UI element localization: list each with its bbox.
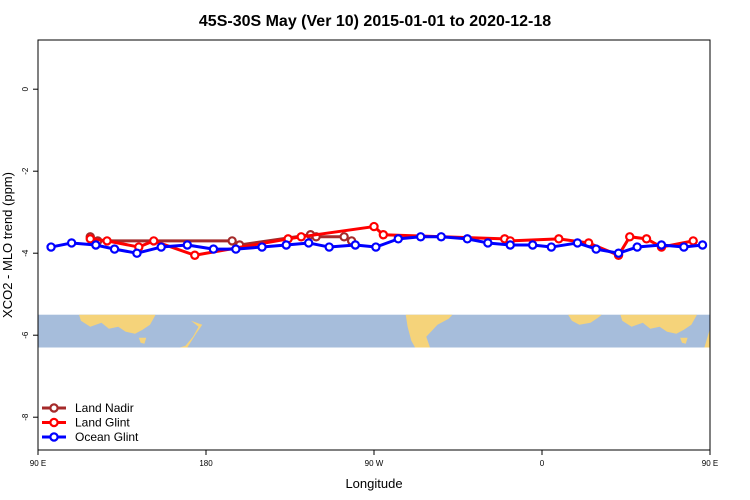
series-2-point-10	[281, 240, 291, 250]
series-2-point-11	[303, 238, 314, 248]
series-2-point-20	[505, 240, 515, 250]
series-0-point-6	[339, 232, 349, 242]
y-tick-label-1: -2	[21, 167, 30, 175]
series-2-point-2	[91, 240, 101, 250]
series-2-point-27	[656, 240, 667, 250]
x-tick-label-3: 0	[540, 459, 545, 468]
series-2-point-18	[462, 234, 473, 244]
landmass-6	[680, 337, 688, 344]
series-2-point-28	[679, 242, 689, 252]
series-2-point-15	[393, 234, 403, 244]
y-tick-label-2: -4	[21, 249, 30, 257]
x-tick-label-4: 90 E	[702, 459, 718, 468]
landmass-7	[704, 328, 710, 348]
x-axis: 90 E 180 90 W 0 90 E	[30, 450, 718, 468]
series-2-point-13	[350, 240, 361, 250]
y-tick-label-3: -6	[21, 331, 30, 339]
landmass-5	[620, 314, 697, 334]
y-axis-label: XCO2 - MLO trend (ppm)	[0, 172, 15, 318]
landmass-4	[568, 314, 602, 325]
series-1-point-4	[190, 250, 200, 260]
series-2-point-23	[572, 238, 583, 248]
series-2-point-25	[613, 248, 624, 258]
world-map-strip	[38, 314, 710, 348]
legend-marker-1	[49, 417, 59, 428]
series-1-point-0	[85, 234, 95, 244]
series-2-point-21	[527, 240, 538, 250]
series-1-point-14	[625, 232, 635, 242]
legend-label-2: Ocean Glint	[75, 430, 139, 444]
chart-title: 45S-30S May (Ver 10) 2015-01-01 to 2020-…	[199, 13, 551, 30]
series-2-point-9	[257, 242, 267, 252]
x-tick-label-2: 90 W	[365, 459, 384, 468]
series-2-point-8	[231, 244, 241, 254]
series-1-point-8	[378, 230, 389, 240]
landmass-0	[79, 314, 156, 334]
landmass-3	[405, 314, 453, 348]
series-2-point-26	[632, 242, 642, 252]
series-2-point-14	[371, 242, 381, 252]
series-1-point-1	[102, 236, 112, 246]
series-1-point-17	[688, 236, 698, 246]
legend-label-1: Land Glint	[75, 416, 130, 430]
series-2-point-1	[66, 238, 77, 248]
series-1-point-6	[296, 232, 306, 242]
series-2-point-6	[182, 240, 193, 250]
series-1-point-7	[369, 221, 379, 232]
series-0-point-2	[227, 236, 237, 246]
series-2-point-5	[156, 242, 166, 252]
series-2-point-0	[46, 242, 56, 252]
x-axis-label: Longitude	[345, 476, 402, 491]
series-2-point-22	[546, 242, 557, 252]
series-2-point-3	[109, 244, 120, 254]
series-1-point-3	[149, 236, 159, 246]
series-1-point-15	[641, 234, 652, 244]
series-2-point-7	[208, 244, 219, 254]
series-2-point-17	[436, 232, 446, 242]
y-tick-label-4: -8	[21, 413, 30, 421]
y-axis: 0 -2 -4 -6 -8	[21, 86, 38, 421]
legend-label-0: Land Nadir	[75, 401, 134, 415]
x-tick-label-0: 90 E	[30, 459, 46, 468]
series-2-point-24	[591, 244, 601, 254]
series-2	[46, 232, 708, 258]
series-2-point-4	[132, 248, 142, 258]
series-2-point-19	[483, 238, 493, 248]
landmass-1	[138, 337, 147, 344]
x-tick-label-1: 180	[199, 459, 213, 468]
series-layer	[46, 221, 708, 260]
y-tick-label-0: 0	[21, 86, 30, 91]
series-2-point-16	[415, 232, 426, 242]
series-1-point-11	[554, 234, 564, 244]
series-2-point-12	[324, 242, 334, 252]
legend-marker-2	[49, 432, 59, 442]
legend-marker-0	[49, 403, 59, 413]
series-2-point-29	[697, 240, 708, 250]
